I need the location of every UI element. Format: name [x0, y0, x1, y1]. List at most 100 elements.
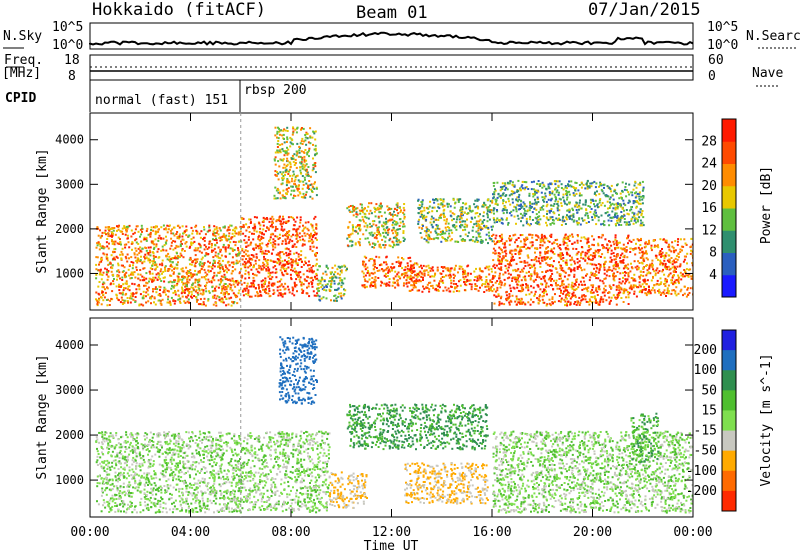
power-heatmap: [95, 126, 693, 307]
cell: [412, 263, 415, 266]
cell: [280, 283, 283, 286]
cell: [362, 262, 365, 265]
cell: [269, 259, 272, 262]
cell: [319, 299, 322, 302]
cell: [573, 241, 576, 244]
cell: [560, 204, 563, 207]
cell: [369, 233, 372, 236]
cell: [622, 255, 625, 258]
cell: [452, 290, 455, 293]
cell: [519, 240, 522, 243]
cell: [545, 221, 547, 224]
cell: [238, 231, 241, 234]
cell: [468, 205, 471, 208]
cell: [222, 293, 225, 296]
cell: [194, 254, 197, 257]
cell: [181, 235, 184, 238]
cell: [484, 204, 487, 207]
cell: [638, 202, 640, 205]
cell: [286, 153, 289, 156]
cell: [486, 285, 489, 288]
cell: [488, 210, 491, 213]
cell: [429, 200, 432, 203]
cell: [243, 281, 246, 284]
cell: [614, 248, 617, 251]
cell: [553, 300, 556, 303]
cell: [431, 206, 434, 209]
cell: [304, 139, 307, 142]
cell: [505, 297, 508, 300]
cell: [529, 241, 532, 244]
cell: [622, 271, 625, 274]
cell: [553, 252, 556, 255]
cell: [484, 285, 487, 288]
cell: [191, 261, 194, 264]
cell: [436, 198, 439, 201]
cell: [373, 271, 376, 274]
cell: [371, 220, 374, 223]
cell: [203, 239, 206, 242]
cell: [468, 239, 471, 242]
cell: [245, 229, 248, 232]
cell: [222, 268, 224, 271]
cell: [443, 204, 446, 207]
cell: [476, 277, 479, 280]
cell: [104, 267, 107, 270]
cell: [579, 239, 582, 242]
cell: [289, 145, 292, 148]
cell: [173, 281, 176, 283]
cell: [579, 280, 582, 283]
cell: [218, 227, 221, 229]
cell: [539, 244, 542, 246]
cell: [214, 289, 217, 292]
scatter-region: [316, 264, 348, 302]
cell: [396, 222, 399, 225]
cell: [578, 264, 581, 267]
cell: [189, 245, 192, 248]
cell: [208, 226, 211, 229]
cell: [410, 277, 412, 280]
cell: [188, 258, 191, 261]
cell: [555, 191, 558, 194]
cell: [137, 273, 140, 276]
cell: [527, 301, 530, 304]
cell: [518, 250, 521, 253]
cell: [519, 270, 522, 273]
cell: [370, 272, 373, 275]
cell: [395, 221, 398, 223]
cell: [162, 291, 165, 294]
cell: [608, 275, 611, 278]
cell: [551, 296, 554, 299]
cell: [513, 249, 516, 252]
cell: [368, 243, 371, 246]
cell: [508, 182, 511, 185]
cell: [595, 299, 597, 302]
cell: [549, 269, 552, 272]
cell: [285, 272, 288, 275]
cell: [293, 252, 296, 255]
cell: [288, 234, 290, 236]
cell: [362, 218, 365, 221]
cell: [101, 231, 104, 234]
cell: [297, 274, 300, 277]
cell: [444, 222, 447, 225]
cell: [273, 242, 276, 245]
cell: [542, 240, 545, 243]
cell: [568, 193, 571, 196]
cell: [157, 256, 160, 259]
cell: [588, 248, 591, 251]
cell: [572, 220, 575, 223]
cell: [169, 302, 172, 305]
cell: [278, 233, 281, 236]
cell: [255, 274, 258, 277]
cell: [452, 198, 455, 201]
cell: [598, 268, 601, 271]
cell: [469, 279, 472, 282]
cell: [595, 277, 598, 280]
cell: [254, 262, 257, 265]
cell: [350, 239, 353, 242]
cell: [612, 267, 615, 270]
cell: [409, 275, 412, 278]
cell: [538, 215, 541, 218]
cell: [226, 284, 229, 287]
